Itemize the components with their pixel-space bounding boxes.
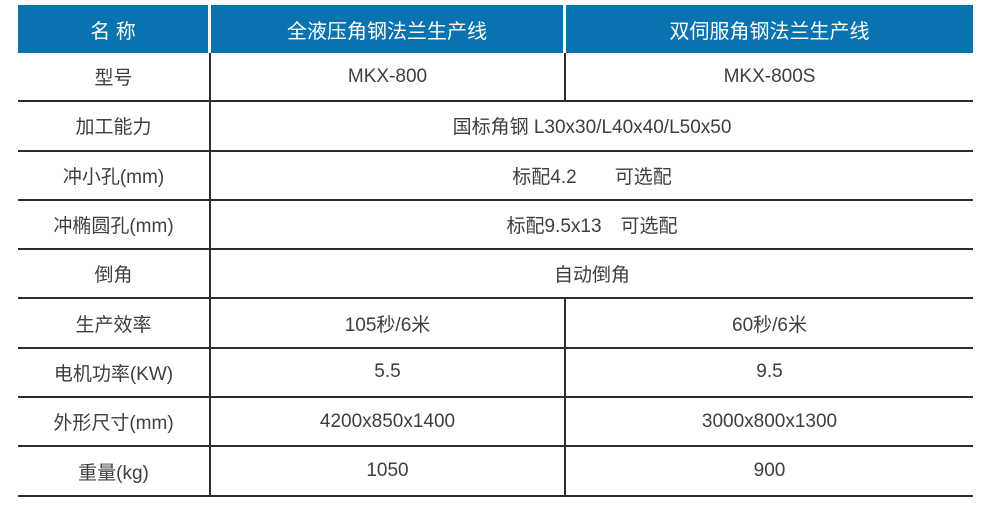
row-dimensions: 外形尺寸(mm) 4200x850x1400 3000x800x1300 bbox=[18, 398, 973, 448]
model-value-servo: MKX-800S bbox=[723, 65, 816, 87]
row-oval-hole: 冲椭圆孔(mm) 标配9.5x13 可选配 bbox=[18, 200, 973, 251]
row-chamfer: 倒角 自动倒角 bbox=[18, 250, 973, 300]
header-product-servo: 双伺服角钢法兰生产线 bbox=[566, 5, 973, 53]
row-small-hole: 冲小孔(mm) 标配4.2 可选配 bbox=[18, 151, 973, 201]
row-label: 型号 bbox=[18, 53, 211, 101]
row-label: 重量(kg) bbox=[18, 447, 211, 495]
row-model: 型号 MKX-800 MKX-800S bbox=[18, 53, 973, 103]
weight-value-hydraulic: 1050 bbox=[211, 447, 566, 495]
row-label: 外形尺寸(mm) bbox=[18, 398, 211, 446]
header-name-column: 名 称 bbox=[18, 5, 211, 53]
motor-power-value-servo: 9.5 bbox=[756, 361, 783, 383]
row-label: 电机功率(KW) bbox=[18, 348, 211, 397]
row-capacity: 加工能力 国标角钢 L30x30/L40x40/L50x50 bbox=[18, 102, 973, 152]
product-spec-table: 名 称 全液压角钢法兰生产线 双伺服角钢法兰生产线 型号 MKX-800 MKX… bbox=[18, 5, 973, 497]
weight-value-servo: 900 bbox=[753, 460, 786, 482]
row-weight: 重量(kg) 1050 900 bbox=[18, 447, 973, 497]
row-efficiency: 生产效率 105秒/6米 60秒/6米 bbox=[18, 299, 973, 349]
dimensions-value-hydraulic: 4200x850x1400 bbox=[211, 398, 566, 446]
header-product-hydraulic: 全液压角钢法兰生产线 bbox=[211, 5, 566, 53]
dimensions-value-servo: 3000x800x1300 bbox=[701, 410, 838, 432]
row-label: 倒角 bbox=[18, 250, 211, 298]
capacity-value: 国标角钢 L30x30/L40x40/L50x50 bbox=[452, 117, 732, 139]
row-motor-power: 电机功率(KW) 5.5 9.5 bbox=[18, 348, 973, 399]
oval-hole-value: 标配9.5x13 可选配 bbox=[506, 216, 678, 238]
row-label: 加工能力 bbox=[18, 102, 211, 150]
row-label: 冲椭圆孔(mm) bbox=[18, 200, 211, 249]
model-value-hydraulic: MKX-800 bbox=[211, 53, 566, 101]
efficiency-value-servo: 60秒/6米 bbox=[732, 314, 807, 336]
motor-power-value-hydraulic: 5.5 bbox=[211, 348, 566, 397]
chamfer-value: 自动倒角 bbox=[553, 265, 630, 287]
efficiency-value-hydraulic: 105秒/6米 bbox=[211, 299, 566, 347]
table-header-row: 名 称 全液压角钢法兰生产线 双伺服角钢法兰生产线 bbox=[18, 5, 973, 53]
row-label: 冲小孔(mm) bbox=[18, 151, 211, 199]
row-label: 生产效率 bbox=[18, 299, 211, 347]
small-hole-value: 标配4.2 可选配 bbox=[512, 166, 672, 188]
